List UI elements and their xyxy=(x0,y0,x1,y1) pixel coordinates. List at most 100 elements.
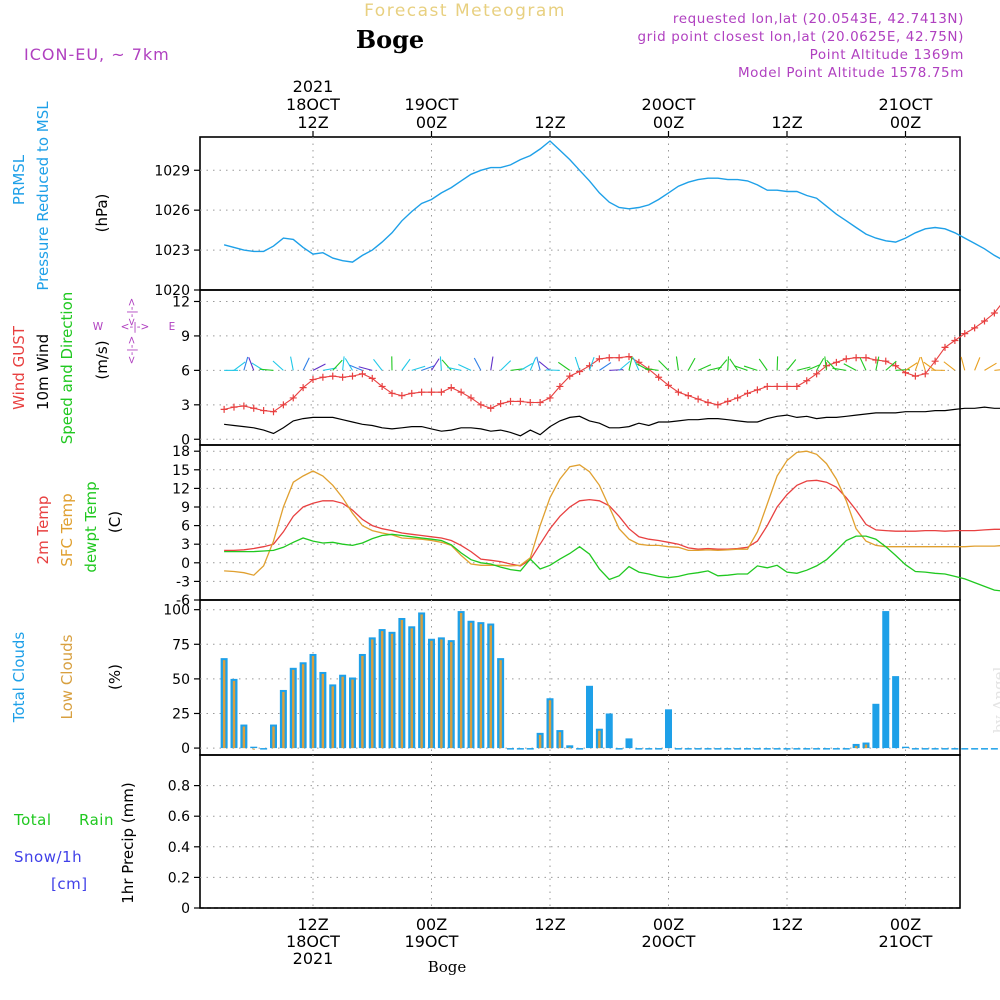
total-cloud-bar xyxy=(655,748,663,750)
wind-direction-arrow xyxy=(905,362,918,371)
wind-direction-arrow xyxy=(536,356,541,371)
gust-marker xyxy=(941,343,949,351)
low-cloud-bar xyxy=(430,640,433,749)
gust-marker xyxy=(615,354,623,362)
wind-direction-arrow xyxy=(520,362,533,371)
chart-title: Forecast Meteogram xyxy=(364,1,566,21)
wind-direction-arrow xyxy=(441,359,452,371)
gust-marker xyxy=(408,389,416,397)
gust-marker xyxy=(605,354,613,362)
wind-direction-arrow xyxy=(332,359,343,371)
wind-direction-arrow xyxy=(859,357,867,371)
wind-direction-arrow xyxy=(717,359,728,371)
chart-plots: 1020102310261029036912-6-303691215180255… xyxy=(154,77,1000,968)
gust-marker xyxy=(813,370,821,378)
requested-coords: requested lon,lat (20.0543E, 42.7413N) xyxy=(673,11,964,27)
gust-marker xyxy=(467,394,475,402)
gust-marker xyxy=(299,384,307,392)
low-cloud-bar xyxy=(371,639,374,749)
wind-direction-arrow xyxy=(358,366,373,371)
low-cloud-bar xyxy=(400,619,404,749)
total-cloud-bar xyxy=(665,709,672,749)
temp-ytick-label: 12 xyxy=(172,481,190,497)
gust-marker xyxy=(694,395,702,403)
top-time-label: 2021 xyxy=(293,77,334,96)
bottom-time-label: 00Z xyxy=(890,915,921,934)
gust-marker xyxy=(516,397,524,405)
total-cloud-bar xyxy=(783,748,791,750)
low-cloud-bar xyxy=(420,614,423,749)
gust-marker xyxy=(971,324,979,332)
wind-direction-arrow xyxy=(885,360,897,371)
gust-marker xyxy=(329,372,337,380)
total-cloud-bar xyxy=(645,748,653,750)
wind-direction-arrow xyxy=(290,356,294,371)
wind-direction-arrow xyxy=(490,356,494,371)
total-cloud-bar xyxy=(635,748,643,750)
top-time-label: 00Z xyxy=(653,113,684,132)
precip-label-cm: [cm] xyxy=(51,875,88,893)
total-cloud-bar xyxy=(902,746,909,749)
gust-marker xyxy=(744,389,751,397)
gust-marker xyxy=(497,400,505,408)
bottom-time-label: 19OCT xyxy=(405,932,459,951)
wind-direction-arrow xyxy=(729,358,739,371)
wind-direction-arrow xyxy=(411,365,426,371)
total-cloud-bar xyxy=(576,748,584,750)
compass-vertical-top: <-|-> xyxy=(126,298,138,327)
gust-marker xyxy=(526,399,534,407)
clouds-ytick-label: 0 xyxy=(181,741,190,757)
gust-marker xyxy=(477,401,485,409)
gust-marker xyxy=(931,357,939,365)
total-cloud-bar xyxy=(744,748,751,750)
temp-ytick-label: 18 xyxy=(172,444,190,460)
wind-direction-arrow xyxy=(500,360,512,371)
dewpt-line xyxy=(224,533,1000,592)
precip-ytick-label: 0.4 xyxy=(168,840,190,856)
gust-line xyxy=(223,304,1000,413)
gust-marker xyxy=(398,392,406,400)
top-time-label: 19OCT xyxy=(405,95,459,114)
gust-marker xyxy=(546,394,554,402)
precip-label-snow: Snow/1h xyxy=(14,848,82,866)
temp-ytick-label: 3 xyxy=(181,537,190,553)
wind-direction-arrow xyxy=(758,358,768,371)
gust-marker xyxy=(270,408,277,416)
clouds-ytick-label: 50 xyxy=(172,672,190,688)
wind-direction-arrow xyxy=(994,369,1000,371)
gust-marker xyxy=(428,388,435,396)
gust-marker xyxy=(852,354,860,362)
low-cloud-bar xyxy=(568,747,571,749)
low-cloud-bar xyxy=(232,680,236,749)
clouds-ytick-label: 100 xyxy=(163,603,190,619)
gust-marker xyxy=(783,382,791,390)
low-cloud-bar xyxy=(489,625,492,749)
bottom-time-label: 00Z xyxy=(653,915,684,934)
low-cloud-bar xyxy=(282,691,285,749)
wind-direction-arrow xyxy=(599,362,612,371)
pressure-ytick-label: 1029 xyxy=(154,163,190,179)
gust-marker xyxy=(487,404,495,412)
total-cloud-bar xyxy=(516,748,524,750)
pressure-label-prmsl: PRMSL xyxy=(10,154,28,205)
total-cloud-bar xyxy=(981,748,988,750)
wind-direction-arrow xyxy=(806,364,820,371)
wind-direction-arrow xyxy=(920,356,926,371)
low-cloud-bar xyxy=(361,655,364,749)
panel-precip: 0 0.2 0.4 0.6 0.8 xyxy=(168,754,961,917)
wind-direction-arrow xyxy=(574,356,581,371)
temp-label-sfc: SFC Temp xyxy=(58,493,76,566)
gust-marker xyxy=(892,362,900,370)
pressure-label-name: Pressure Reduced to MSL xyxy=(34,101,52,291)
gust-marker xyxy=(882,357,890,365)
top-time-label: 12Z xyxy=(771,113,802,132)
low-cloud-bar xyxy=(351,679,354,749)
top-time-label: 20OCT xyxy=(642,95,696,114)
gust-marker xyxy=(339,373,347,381)
wind-direction-arrow xyxy=(734,365,748,371)
wind-direction-arrow xyxy=(632,357,640,371)
low-cloud-bar xyxy=(292,669,295,749)
gust-marker xyxy=(279,401,287,409)
total-cloud-bar xyxy=(793,748,801,750)
